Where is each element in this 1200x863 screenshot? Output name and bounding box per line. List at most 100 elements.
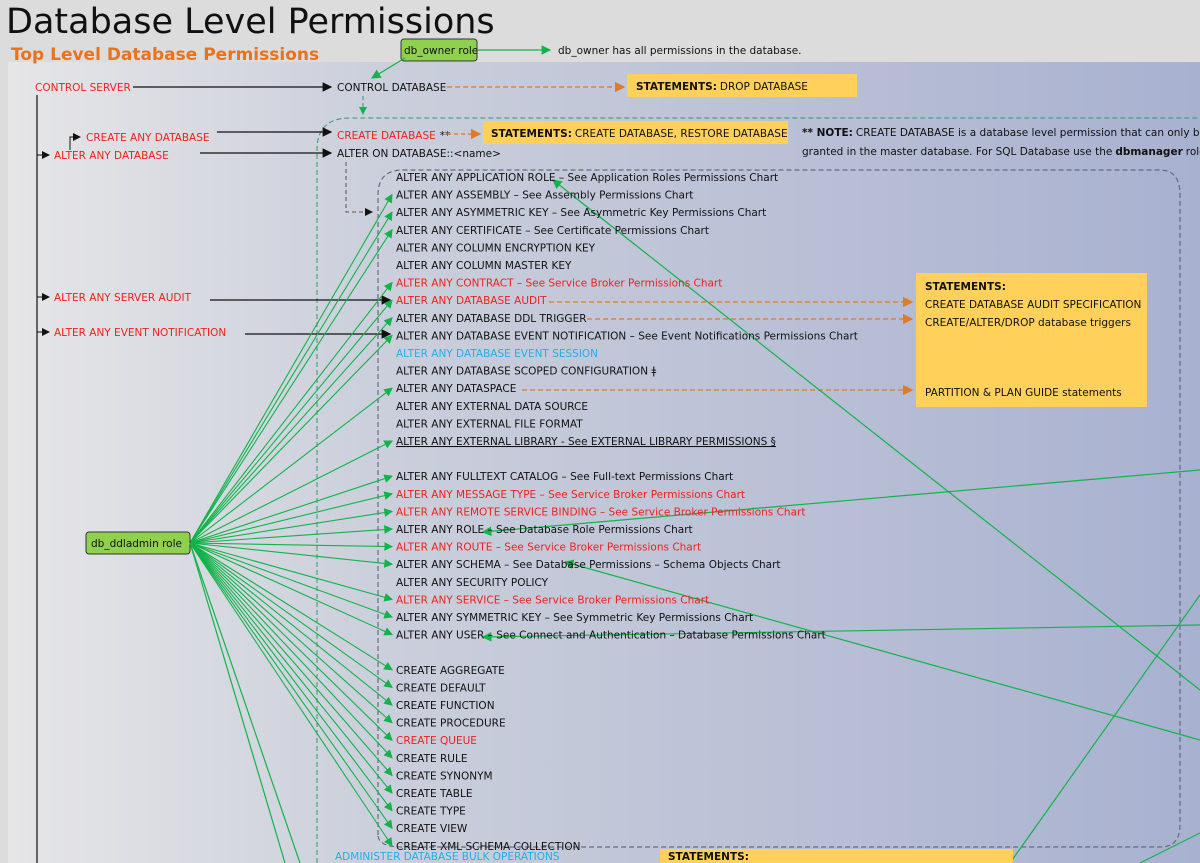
permission-item: ALTER ANY DATABASE EVENT NOTIFICATION – … — [396, 330, 858, 342]
permission-item: CREATE XML SCHEMA COLLECTION — [396, 841, 580, 853]
connector — [370, 57, 406, 79]
permission-item: ALTER ANY REMOTE SERVICE BINDING – See S… — [396, 506, 805, 518]
statement-partition: PARTITION & PLAN GUIDE statements — [925, 387, 1122, 399]
perm-alter-on-database: ALTER ON DATABASE::<name> — [337, 148, 501, 160]
db-owner-role-label: db_owner role — [404, 45, 478, 57]
statements-create-box — [483, 121, 788, 144]
statements-drop-box — [627, 74, 857, 97]
connector — [69, 133, 81, 150]
ddladmin-arrow — [189, 542, 393, 671]
permission-list: ALTER ANY APPLICATION ROLE – See Applica… — [396, 172, 858, 853]
permission-item: ALTER ANY EXTERNAL LIBRARY - See EXTERNA… — [396, 436, 776, 448]
connector — [189, 542, 301, 863]
ddladmin-arrow — [189, 542, 393, 812]
ddladmin-arrow — [189, 228, 393, 544]
ddladmin-arrow — [189, 542, 394, 636]
ddladmin-arrow — [189, 542, 394, 551]
ddladmin-arrow — [189, 542, 393, 706]
permission-item: ALTER ANY SCHEMA – See Database Permissi… — [396, 559, 781, 571]
ddladmin-arrow — [189, 334, 393, 544]
perm-alter-any-event-notification: ALTER ANY EVENT NOTIFICATION — [54, 327, 226, 339]
permission-item: CREATE VIEW — [396, 823, 468, 835]
ddladmin-arrow — [189, 491, 394, 544]
permission-item: ALTER ANY SECURITY POLICY — [396, 577, 549, 589]
connector — [481, 624, 1200, 642]
statement-triggers: CREATE/ALTER/DROP database triggers — [925, 317, 1131, 329]
ddladmin-arrow — [189, 542, 393, 830]
permission-item: ALTER ANY CERTIFICATE – See Certificate … — [396, 225, 709, 237]
statements-audit-label: STATEMENTS: — [925, 281, 1006, 293]
permission-item: ALTER ANY CONTRACT – See Service Broker … — [396, 278, 722, 290]
ddladmin-arrow — [189, 542, 393, 741]
connector — [563, 559, 1200, 741]
note-line-2: granted in the master database. For SQL … — [802, 146, 1200, 158]
diagram-background — [8, 62, 1200, 863]
ddladmin-arrow — [189, 542, 394, 602]
statements-audit-box — [916, 273, 1147, 407]
permission-item: CREATE FUNCTION — [396, 700, 495, 712]
statements-drop-text: STATEMENTS: DROP DATABASE — [636, 81, 808, 93]
permission-item: CREATE DEFAULT — [396, 682, 486, 694]
ddladmin-arrow — [189, 299, 393, 544]
permission-item: ALTER ANY EXTERNAL FILE FORMAT — [396, 418, 583, 430]
ddladmin-arrow — [189, 281, 393, 544]
permission-item: ALTER ANY DATASPACE — [396, 383, 516, 395]
ddladmin-arrow — [189, 542, 393, 724]
db-ddladmin-role-label: db_ddladmin role — [91, 538, 182, 550]
ddladmin-arrow — [189, 542, 393, 777]
permission-item: ALTER ANY ROLE – See Database Role Permi… — [396, 524, 693, 536]
ddladmin-arrow — [189, 508, 394, 544]
permission-item: ALTER ANY ASSEMBLY – See Assembly Permis… — [396, 190, 693, 202]
ddladmin-arrows — [189, 193, 394, 847]
perm-create-database: CREATE DATABASE ** — [337, 130, 450, 142]
perm-alter-any-database: ALTER ANY DATABASE — [54, 150, 169, 162]
note-line-1: ** NOTE: CREATE DATABASE is a database le… — [802, 127, 1200, 139]
ddladmin-arrow — [189, 211, 393, 544]
connector — [481, 469, 1200, 537]
ddladmin-arrow — [189, 542, 393, 689]
permission-item: CREATE TABLE — [396, 788, 472, 800]
permission-item: CREATE AGGREGATE — [396, 665, 505, 677]
permission-item: CREATE RULE — [396, 753, 467, 765]
permission-item: ALTER ANY DATABASE EVENT SESSION — [396, 348, 598, 360]
connector — [189, 542, 286, 863]
database-scope-border — [316, 117, 1200, 863]
ddladmin-arrow — [189, 542, 393, 847]
ddladmin-arrow — [189, 387, 393, 544]
perm-create-any-database: CREATE ANY DATABASE — [86, 132, 210, 144]
section-title: Top Level Database Permissions — [11, 45, 319, 65]
connector — [345, 162, 373, 216]
permission-item: CREATE QUEUE — [396, 735, 477, 747]
permission-item: ALTER ANY COLUMN MASTER KEY — [396, 260, 572, 272]
perm-control-server: CONTROL SERVER — [35, 82, 131, 94]
permission-item: ALTER ANY ROUTE – See Service Broker Per… — [396, 542, 701, 554]
permission-item: CREATE TYPE — [396, 806, 466, 818]
permission-item: ALTER ANY DATABASE DDL TRIGGER — [396, 313, 587, 325]
permission-item: ALTER ANY FULLTEXT CATALOG – See Full-te… — [396, 471, 733, 483]
statements-bottom-label: STATEMENTS: — [668, 851, 749, 863]
connector — [552, 179, 1200, 691]
perm-control-database: CONTROL DATABASE — [337, 82, 446, 94]
permission-item: ALTER ANY USER – See Connect and Authent… — [396, 630, 826, 642]
ddladmin-arrow — [189, 542, 394, 568]
ddladmin-arrow — [189, 193, 393, 544]
permission-item: ALTER ANY MESSAGE TYPE – See Service Bro… — [396, 489, 745, 501]
permission-item: ALTER ANY DATABASE SCOPED CONFIGURATION … — [396, 366, 656, 378]
statements-bottom-box — [660, 849, 1013, 863]
permission-item: ALTER ANY SERVICE – See Service Broker P… — [396, 594, 709, 606]
permission-item: ALTER ANY DATABASE AUDIT — [396, 295, 547, 307]
ddladmin-arrow — [189, 474, 394, 544]
ddladmin-arrow — [189, 525, 394, 544]
statement-audit-spec: CREATE DATABASE AUDIT SPECIFICATION — [925, 299, 1141, 311]
connector — [1139, 832, 1200, 863]
permission-item: ALTER ANY APPLICATION ROLE – See Applica… — [396, 172, 778, 184]
ddladmin-arrow — [189, 440, 393, 544]
connector — [1009, 594, 1200, 863]
perm-administer-database-bulk-operations: ADMINISTER DATABASE BULK OPERATIONS — [335, 851, 560, 863]
permission-item: ALTER ANY COLUMN ENCRYPTION KEY — [396, 242, 596, 254]
statements-create-text: STATEMENTS: CREATE DATABASE, RESTORE DATA… — [491, 128, 788, 140]
ddladmin-arrow — [189, 316, 393, 544]
ddladmin-arrow — [189, 542, 394, 619]
permission-item: CREATE PROCEDURE — [396, 718, 506, 730]
